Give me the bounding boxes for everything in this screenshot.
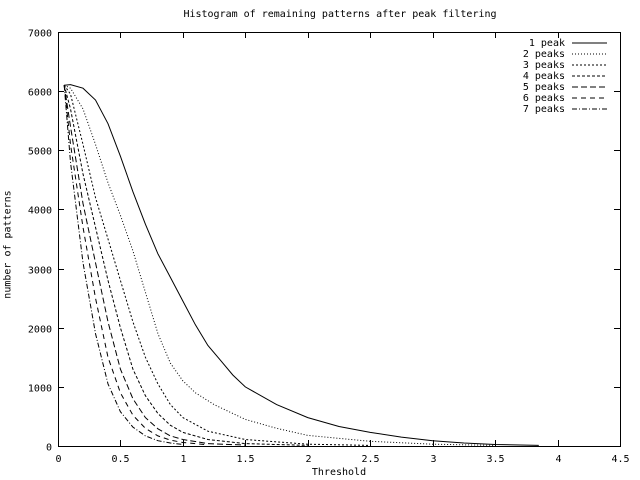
y-tick-label: 0 <box>46 443 52 454</box>
x-tick-label: 4.5 <box>611 454 629 465</box>
x-tick-label: 3.5 <box>486 454 504 465</box>
legend-item-label: 7 peaks <box>523 104 565 115</box>
x-tick-label: 2 <box>305 454 311 465</box>
y-tick-label: 5000 <box>28 147 52 158</box>
y-tick-label: 2000 <box>28 325 52 336</box>
curve-5-peaks <box>63 85 246 446</box>
y-tick-label: 3000 <box>28 266 52 277</box>
legend-item-label: 4 peaks <box>523 71 565 82</box>
legend-item-label: 3 peaks <box>523 60 565 71</box>
x-tick-label: 4 <box>555 454 561 465</box>
axis-ticks: 0 0.5 1 1.5 2 2.5 3 3.5 4 4.5 0 1000 2000 3000 4000 500… <box>28 29 630 466</box>
curve-6-peaks <box>63 85 208 446</box>
curve-1-peaks <box>64 84 539 446</box>
y-tick-label: 7000 <box>28 29 52 40</box>
y-tick-label: 1000 <box>28 384 52 395</box>
legend-item-label: 6 peaks <box>523 93 565 104</box>
x-tick-label: 0.5 <box>111 454 129 465</box>
data-curves <box>63 84 539 446</box>
x-tick-label: 1.5 <box>236 454 254 465</box>
legend-item-label: 2 peaks <box>523 49 565 60</box>
curve-7-peaks <box>63 85 183 445</box>
curve-2-peaks <box>63 84 496 446</box>
x-tick-label: 0 <box>55 454 61 465</box>
plot-frame <box>58 32 621 447</box>
x-tick-label: 2.5 <box>361 454 379 465</box>
x-axis-label: Threshold <box>311 467 367 478</box>
x-tick-label: 3 <box>430 454 436 465</box>
legend-item-label: 5 peaks <box>523 82 565 93</box>
x-tick-label: 1 <box>180 454 186 465</box>
y-tick-label: 4000 <box>28 206 52 217</box>
curve-3-peaks <box>63 84 371 446</box>
chart-title: Histogram of remaining patterns after pe… <box>183 9 497 20</box>
curve-4-peaks <box>63 85 308 446</box>
y-tick-label: 6000 <box>28 88 52 99</box>
legend-item-label: 1 peak <box>529 38 565 49</box>
